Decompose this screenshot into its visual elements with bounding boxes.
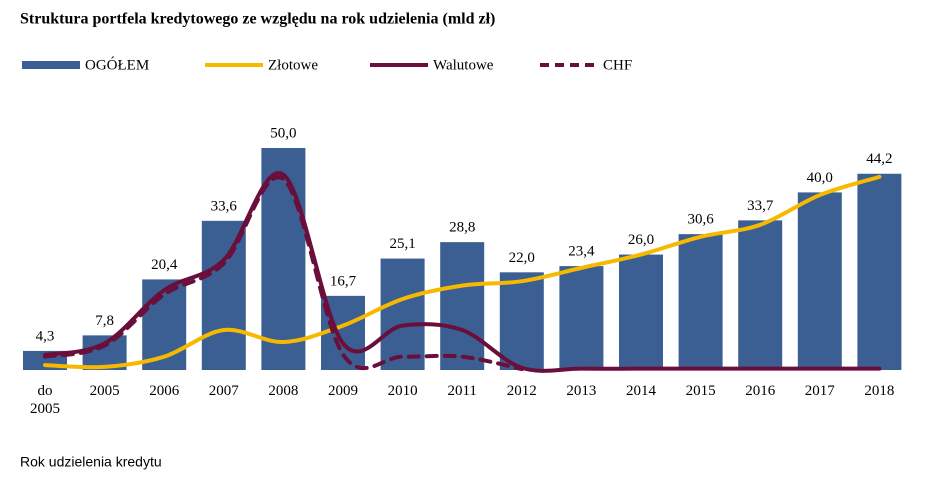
bar (499, 272, 544, 370)
bar (380, 258, 425, 370)
x-tick-label-box: 2012 (506, 383, 537, 399)
x-tick-label-box: 2018 (864, 383, 895, 399)
chart-title: Struktura portfela kredytowego ze względ… (20, 11, 495, 28)
data-label: 23,4 (568, 244, 595, 260)
line (43, 174, 882, 370)
legend-swatch (22, 61, 80, 69)
bar (678, 234, 723, 370)
x-tick-label-box: 2005 (89, 383, 120, 399)
data-label: 4,3 (36, 328, 55, 344)
legend-label: Walutowe (433, 57, 494, 73)
data-label: 22,0 (509, 250, 535, 266)
x-tick-label-box: 2014 (626, 383, 656, 399)
data-label: 33,6 (211, 198, 238, 214)
x-tick-label: 2018 (864, 383, 895, 399)
x-tick-label-box: 2010 (387, 383, 418, 399)
legend-label: CHF (603, 57, 632, 73)
legend-label: Złotowe (268, 57, 318, 73)
x-tick-label: 2011 (447, 383, 477, 399)
x-tick-label: 2012 (506, 383, 537, 399)
bar (797, 192, 842, 370)
x-tick-label-box: 2016 (745, 383, 776, 399)
bar (559, 266, 604, 370)
data-label: 7,8 (95, 313, 114, 329)
x-tick-label-box: 2017 (804, 383, 835, 399)
x-tick-label-box: 2008 (268, 383, 299, 399)
line (43, 171, 882, 373)
x-tick-label: 2008 (268, 383, 299, 399)
bar (440, 242, 485, 370)
x-tick-label: 2005 (89, 383, 120, 399)
x-tick-label: 2015 (685, 383, 716, 399)
x-tick-label-box: 2013 (566, 383, 597, 399)
x-tick-label-box: 2007 (208, 383, 239, 399)
data-label: 16,7 (330, 273, 357, 289)
x-tick-label-box: 2011 (447, 383, 477, 399)
x-tick-label: 2016 (745, 383, 776, 399)
x-tick-label: 2017 (804, 383, 835, 399)
data-label: 44,2 (866, 151, 892, 167)
x-tick-label: 2009 (328, 383, 358, 399)
data-label: 30,6 (687, 212, 714, 228)
x-tick-label: 2013 (566, 383, 597, 399)
data-label: 50,0 (270, 125, 296, 141)
data-label: 26,0 (628, 232, 654, 248)
data-label: 33,7 (747, 198, 774, 214)
bar (619, 254, 663, 370)
data-label: 28,8 (449, 220, 475, 236)
data-label: 20,4 (151, 257, 178, 273)
x-axis-label: Rok udzielenia kredytu (20, 454, 162, 470)
bar (857, 173, 902, 370)
bar (201, 220, 246, 370)
x-tick-label-box: do 2005 (30, 383, 60, 417)
data-label: 40,0 (807, 170, 833, 186)
x-tick-label-box: 2006 (149, 383, 180, 399)
x-tick-label-box: 2015 (685, 383, 716, 399)
x-tick-label: 2007 (208, 383, 239, 399)
line (43, 175, 524, 372)
bar (738, 220, 783, 370)
legend-label: OGÓŁEM (85, 56, 149, 73)
x-tick-label-box: 2009 (328, 383, 358, 399)
x-tick-label: 2006 (149, 383, 180, 399)
x-tick-label: do 2005 (30, 383, 60, 417)
data-label: 25,1 (389, 236, 415, 252)
x-tick-label: 2010 (387, 383, 418, 399)
x-tick-label: 2014 (626, 383, 656, 399)
